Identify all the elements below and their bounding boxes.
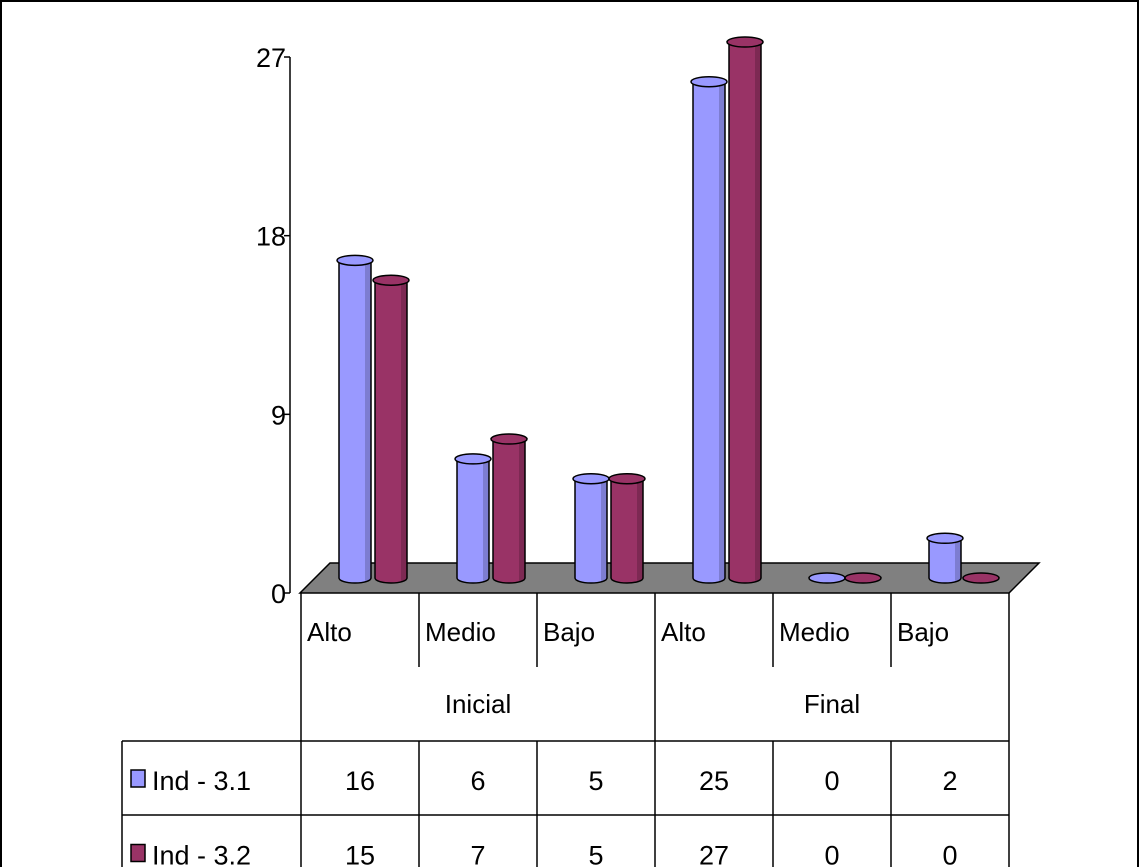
bar-shade <box>519 439 525 581</box>
data-label: 5 <box>588 766 603 796</box>
bar <box>844 572 882 584</box>
bar <box>726 36 764 584</box>
data-label: 5 <box>588 841 603 867</box>
data-label: 16 <box>345 766 375 796</box>
bar <box>454 453 492 584</box>
bar-cap <box>844 572 882 584</box>
data-label: 25 <box>699 766 729 796</box>
bar-cap <box>372 274 410 286</box>
bar <box>608 472 646 584</box>
bar-body <box>338 259 372 584</box>
bar-cap <box>454 453 492 465</box>
y-tick-label: 27 <box>256 43 286 73</box>
x-tick-label: Alto <box>307 617 352 647</box>
bar-cap <box>336 254 374 267</box>
bar-body <box>492 438 526 584</box>
x-tick-label: Bajo <box>897 617 949 647</box>
data-label: 27 <box>699 841 729 867</box>
bar <box>336 254 374 584</box>
bar-body <box>456 458 490 584</box>
bar <box>962 572 1000 584</box>
chart-floor <box>298 562 1041 594</box>
data-label: 0 <box>824 841 839 867</box>
bar-cap <box>726 36 764 48</box>
bar <box>572 472 610 584</box>
bar-shade <box>365 260 371 581</box>
bar-shade <box>483 458 489 581</box>
bar-shade <box>755 42 761 581</box>
bar-body <box>610 477 644 584</box>
x-tick-label: Alto <box>661 617 706 647</box>
bar-cap <box>808 572 846 584</box>
bar-cap <box>608 472 646 485</box>
bar-shade <box>719 81 725 581</box>
x-group-label: Inicial <box>445 689 511 719</box>
bar <box>808 572 846 584</box>
bar-shade <box>601 478 607 581</box>
bar-cap <box>572 472 610 485</box>
y-tick-label: 18 <box>256 222 286 252</box>
bar-cap <box>962 572 1000 584</box>
bar-cap <box>490 433 528 445</box>
bar-shade <box>637 478 643 581</box>
bar-body <box>374 279 408 584</box>
legend-label: Ind - 3.2 <box>152 841 251 867</box>
bar-body <box>574 477 608 584</box>
bar-body <box>728 41 762 584</box>
data-label: 0 <box>942 841 957 867</box>
bar-shade <box>955 538 961 581</box>
data-label: 7 <box>470 841 485 867</box>
legend-label: Ind - 3.1 <box>152 766 251 796</box>
data-label: 0 <box>824 766 839 796</box>
bar-cap <box>926 532 964 545</box>
bar-body <box>928 537 962 584</box>
bar <box>690 75 728 584</box>
y-tick-label: 0 <box>271 579 286 609</box>
bar <box>490 433 528 584</box>
x-tick-label: Medio <box>425 617 496 647</box>
bar <box>372 274 410 584</box>
legend-key <box>130 769 146 788</box>
bar-body <box>692 80 726 584</box>
x-tick-label: Medio <box>779 617 850 647</box>
bar-shade <box>401 280 407 581</box>
x-group-label: Final <box>804 689 860 719</box>
bar <box>926 532 964 584</box>
bar-cap <box>690 75 728 88</box>
legend-key <box>130 843 146 863</box>
x-tick-label: Bajo <box>543 617 595 647</box>
data-label: 15 <box>345 841 375 867</box>
data-label: 6 <box>470 766 485 796</box>
data-label: 2 <box>942 766 957 796</box>
y-tick-label: 9 <box>271 400 286 430</box>
